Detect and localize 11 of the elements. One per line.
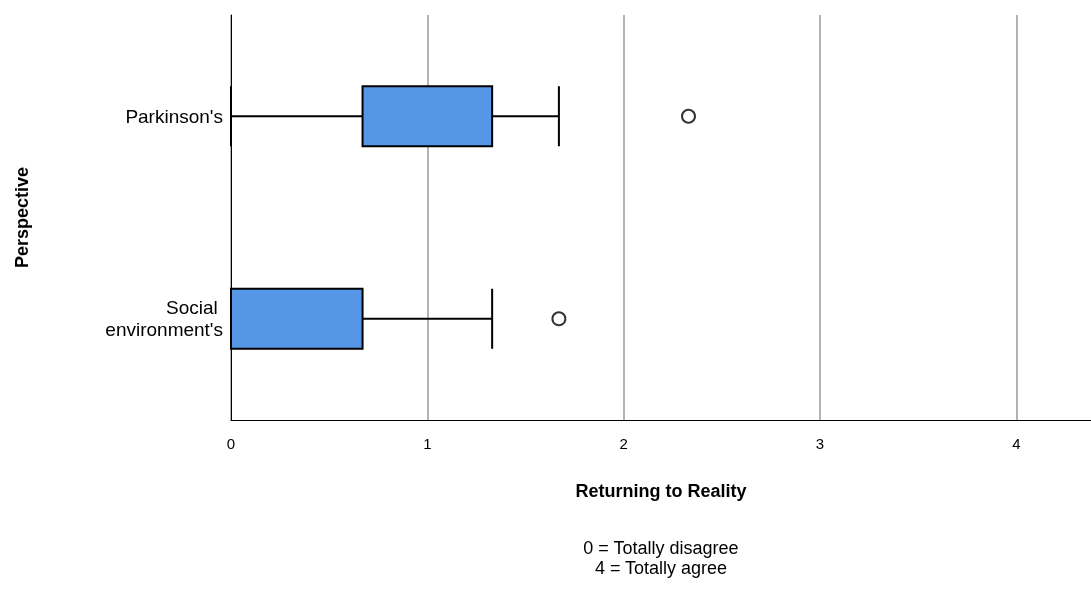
x-tick-label: 2 xyxy=(619,435,628,452)
x-tick-label: 4 xyxy=(1012,435,1021,452)
y-axis-title: Perspective xyxy=(12,166,32,269)
x-axis-title: Returning to Reality xyxy=(575,481,747,501)
x-tick-label: 1 xyxy=(423,435,432,452)
text: 4 = Totally agree xyxy=(594,558,728,578)
text: 0 = Totally disagree xyxy=(583,538,739,558)
y-tick-label: Social environment's xyxy=(105,297,223,341)
x-tick-label: 3 xyxy=(815,435,825,452)
x-tick-label: 0 xyxy=(226,435,236,452)
y-tick-label: Parkinson's xyxy=(125,105,223,127)
